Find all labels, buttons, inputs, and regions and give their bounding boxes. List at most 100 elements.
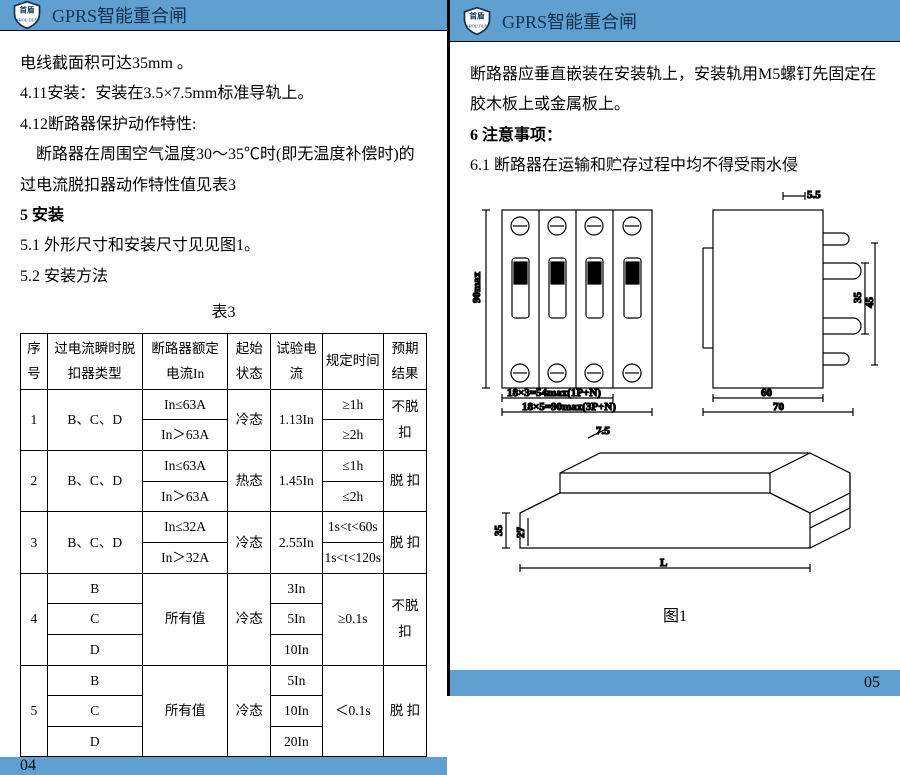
r5-td: 20In: [271, 726, 322, 757]
shield-logo-icon: 首盾 SHOU DUN: [10, 0, 44, 30]
r2-state: 热态: [228, 451, 271, 512]
r4-res: 不脱扣: [384, 573, 427, 665]
svg-text:SHOU DUN: SHOU DUN: [466, 23, 487, 28]
r4-d: D: [47, 634, 142, 665]
th-4: 试验电流: [271, 333, 322, 389]
r-para-1: 断路器应垂直嵌装在安装轨上，安装轨用M5螺钉先固定在胶木板上或金属板上。: [470, 60, 880, 121]
r5-b: B: [47, 665, 142, 696]
r3-t2: 1s<t<120s: [322, 543, 384, 574]
th-1: 过电流瞬时脱扣器类型: [47, 333, 142, 389]
svg-text:35: 35: [852, 291, 864, 303]
r1-type: B、C、D: [47, 389, 142, 450]
table-caption: 表3: [20, 298, 427, 328]
r1-res: 不脱扣: [384, 389, 427, 450]
r1-in2: In＞63A: [142, 420, 227, 451]
header-left: 首盾 SHOU DUN GPRS智能重合闸: [0, 0, 447, 31]
r-para-3: 6.1 断路器在运输和贮存过程中均不得受雨水侵: [470, 151, 880, 181]
r5-state: 冷态: [228, 665, 271, 757]
svg-text:27: 27: [515, 526, 527, 538]
r5-res: 脱 扣: [384, 665, 427, 757]
svg-text:45: 45: [864, 296, 876, 308]
th-2: 断路器额定电流In: [142, 333, 227, 389]
footer-right: 05: [450, 670, 900, 696]
header-title-left: GPRS智能重合闸: [52, 2, 187, 28]
r2-t2: ≤2h: [322, 481, 384, 512]
r2-t1: ≤1h: [322, 451, 384, 482]
r2-type: B、C、D: [47, 451, 142, 512]
header-right: 首盾 SHOU DUN GPRS智能重合闸: [450, 0, 900, 42]
r3-state: 冷态: [228, 512, 271, 573]
r1-state: 冷态: [228, 389, 271, 450]
r5-n: 5: [21, 665, 48, 757]
content-right: 断路器应垂直嵌装在安装轨上，安装轨用M5螺钉先固定在胶木板上或金属板上。 6 注…: [450, 42, 900, 670]
para-3: 4.12断路器保护动作特性:: [20, 110, 427, 140]
content-left: 电线截面积可达35mm 。 4.11安装：安装在3.5×7.5mm标准导轨上。 …: [0, 31, 447, 757]
svg-text:60: 60: [761, 387, 773, 399]
r4-tc: 5In: [271, 604, 322, 635]
r2-test: 1.45In: [271, 451, 322, 512]
section-6: 6 注意事项：: [470, 121, 880, 151]
r4-tb: 3In: [271, 573, 322, 604]
r4-n: 4: [21, 573, 48, 665]
r4-td: 10In: [271, 634, 322, 665]
page-left: 首盾 SHOU DUN GPRS智能重合闸 电线截面积可达35mm 。 4.11…: [0, 0, 450, 696]
r3-n: 3: [21, 512, 48, 573]
r1-n: 1: [21, 389, 48, 450]
para-2: 4.11安装：安装在3.5×7.5mm标准导轨上。: [20, 79, 427, 109]
r4-c: C: [47, 604, 142, 635]
svg-text:首盾: 首盾: [470, 10, 485, 20]
r3-res: 脱 扣: [384, 512, 427, 573]
page-right: 首盾 SHOU DUN GPRS智能重合闸 断路器应垂直嵌装在安装轨上，安装轨用…: [450, 0, 900, 696]
page-num-right: 05: [864, 674, 880, 692]
th-3: 起始状态: [228, 333, 271, 389]
svg-text:首盾: 首盾: [20, 5, 35, 15]
svg-text:7.5: 7.5: [596, 425, 610, 437]
svg-text:35: 35: [493, 524, 505, 536]
th-5: 规定时间: [322, 333, 384, 389]
page-num-left: 04: [20, 757, 36, 775]
r2-in2: In＞63A: [142, 481, 227, 512]
para-4: 断路器在周围空气温度30～35℃时(即无温度补偿时)的过电流脱扣器动作特性值见表…: [20, 140, 427, 201]
header-title-right: GPRS智能重合闸: [502, 8, 637, 34]
r3-t1: 1s<t<60s: [322, 512, 384, 543]
table-3: 序号 过电流瞬时脱扣器类型 断路器额定电流In 起始状态 试验电流 规定时间 预…: [20, 333, 427, 758]
r1-t2: ≥2h: [322, 420, 384, 451]
svg-text:70: 70: [773, 401, 785, 413]
figure-1: 90max: [470, 188, 880, 632]
din-rail-icon: 7.5 35 27 L: [480, 418, 870, 598]
para-1: 电线截面积可达35mm 。: [20, 49, 427, 79]
r5-tb: 5In: [271, 665, 322, 696]
r2-in1: In≤63A: [142, 451, 227, 482]
svg-text:L: L: [660, 557, 667, 569]
r4-b: B: [47, 573, 142, 604]
r5-d: D: [47, 726, 142, 757]
r1-test: 1.13In: [271, 389, 322, 450]
th-6: 预期结果: [384, 333, 427, 389]
r5-val: 所有值: [142, 665, 227, 757]
para-5-1: 5.1 外形尺寸和安装尺寸见见图1。: [20, 231, 427, 261]
para-5-2: 5.2 安装方法: [20, 262, 427, 292]
r3-type: B、C、D: [47, 512, 142, 573]
svg-text:18×5=90max(3P+N): 18×5=90max(3P+N): [522, 401, 616, 413]
svg-text:90max: 90max: [472, 271, 483, 303]
breaker-front-icon: 90max: [472, 188, 687, 418]
r4-state: 冷态: [228, 573, 271, 665]
th-0: 序号: [21, 333, 48, 389]
r5-c: C: [47, 696, 142, 727]
r3-test: 2.55In: [271, 512, 322, 573]
figure-caption: 图1: [663, 602, 687, 632]
r2-n: 2: [21, 451, 48, 512]
footer-left: 04: [0, 757, 447, 775]
r1-t1: ≥1h: [322, 389, 384, 420]
r3-in2: In＞32A: [142, 543, 227, 574]
breaker-side-icon: 5.5 35 45 60: [693, 188, 878, 418]
svg-text:SHOU DUN: SHOU DUN: [16, 18, 37, 23]
r5-tc: 10In: [271, 696, 322, 727]
r4-val: 所有值: [142, 573, 227, 665]
r3-in1: In≤32A: [142, 512, 227, 543]
section-5: 5 安装: [20, 201, 427, 231]
svg-text:18×3=54max(1P+N): 18×3=54max(1P+N): [507, 387, 601, 399]
r4-time: ≥0.1s: [322, 573, 384, 665]
svg-text:5.5: 5.5: [807, 189, 821, 201]
r5-time: ＜0.1s: [322, 665, 384, 757]
